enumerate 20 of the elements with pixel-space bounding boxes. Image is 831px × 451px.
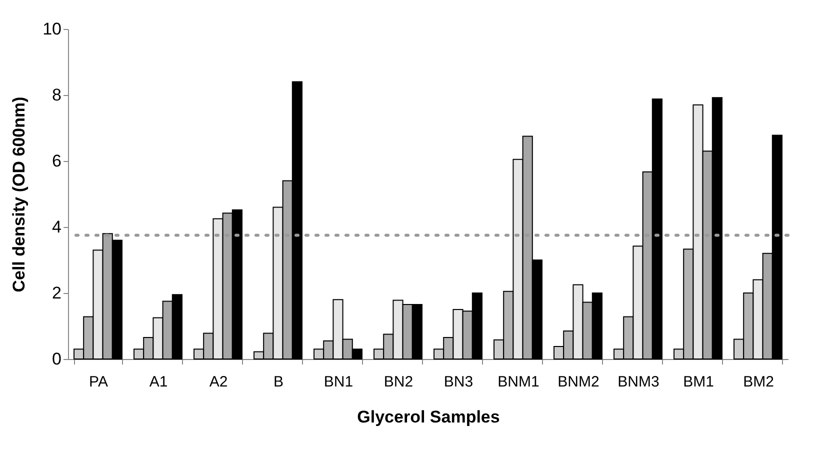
x-tick-label: BNM2 — [558, 374, 600, 390]
x-tick-label: A1 — [149, 374, 168, 390]
y-axis-title: Cell density (OD 600nm) — [10, 96, 29, 292]
y-tick-label: 2 — [52, 284, 62, 302]
x-tick-label: A2 — [209, 374, 228, 390]
x-tick-label: BNM1 — [498, 374, 540, 390]
y-tick-label: 6 — [52, 152, 62, 170]
x-tick-label: PA — [89, 374, 108, 390]
y-tick-label: 10 — [42, 20, 62, 38]
x-axis-title: Glycerol Samples — [357, 408, 500, 426]
x-tick-label: BM1 — [683, 374, 714, 390]
x-tick-label: BN3 — [444, 374, 474, 390]
x-tick-label: BNM3 — [618, 374, 660, 390]
x-tick-label: BN2 — [384, 374, 414, 390]
x-tick-label: B — [273, 374, 284, 390]
y-tick-label: 0 — [52, 350, 62, 368]
x-tick-label: BN1 — [324, 374, 354, 390]
y-tick-label: 8 — [52, 86, 62, 104]
x-tick-label: BM2 — [743, 374, 774, 390]
y-tick-label: 4 — [52, 218, 62, 236]
